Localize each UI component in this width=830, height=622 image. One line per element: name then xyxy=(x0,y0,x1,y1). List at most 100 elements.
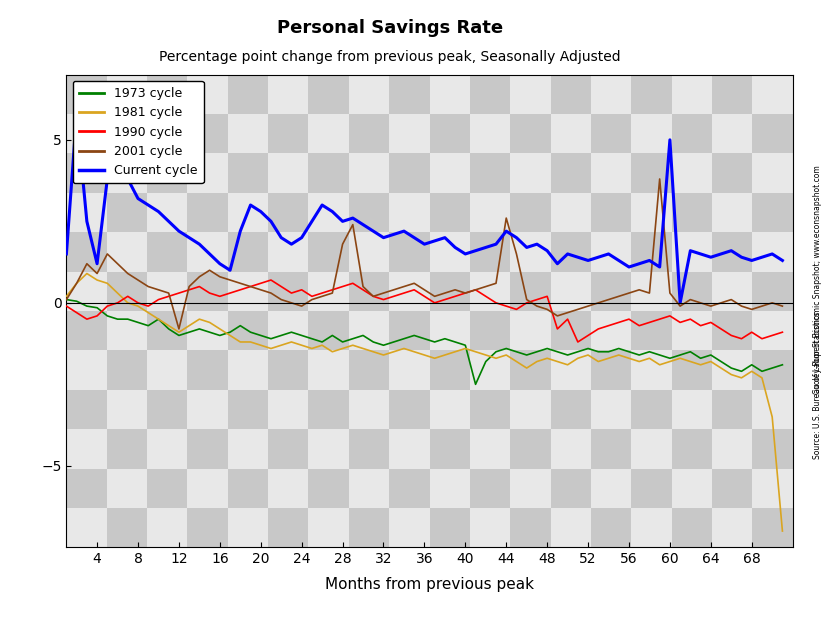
Bar xyxy=(671,193,712,232)
Bar xyxy=(66,350,107,390)
Bar xyxy=(752,75,793,114)
Bar xyxy=(309,311,349,350)
Text: Source: U.S. Bureau of Labor Statistics: Source: U.S. Bureau of Labor Statistics xyxy=(813,312,822,460)
Bar xyxy=(309,232,349,272)
Bar xyxy=(389,468,430,508)
Bar xyxy=(550,468,591,508)
Bar xyxy=(632,272,671,311)
Bar xyxy=(227,35,268,75)
Bar xyxy=(752,154,793,193)
Bar xyxy=(147,232,188,272)
Bar xyxy=(66,311,107,350)
Bar xyxy=(470,390,510,429)
Bar xyxy=(793,350,830,390)
Bar xyxy=(632,350,671,390)
Bar xyxy=(470,311,510,350)
Bar xyxy=(107,508,147,547)
Bar xyxy=(793,272,830,311)
Bar xyxy=(349,390,389,429)
Bar xyxy=(752,232,793,272)
Bar xyxy=(632,75,671,114)
Bar xyxy=(147,350,188,390)
Bar xyxy=(470,350,510,390)
Bar xyxy=(147,468,188,508)
Bar xyxy=(309,272,349,311)
Bar xyxy=(227,429,268,468)
Bar xyxy=(389,272,430,311)
Bar xyxy=(188,232,227,272)
Bar xyxy=(188,390,227,429)
Bar xyxy=(147,193,188,232)
Bar xyxy=(389,154,430,193)
Bar xyxy=(66,390,107,429)
Bar xyxy=(107,390,147,429)
Bar xyxy=(147,311,188,350)
Bar xyxy=(66,429,107,468)
Bar xyxy=(550,390,591,429)
Bar xyxy=(712,350,752,390)
Bar xyxy=(66,272,107,311)
Bar xyxy=(66,508,107,547)
Bar xyxy=(752,390,793,429)
Bar xyxy=(752,350,793,390)
Bar xyxy=(227,468,268,508)
Bar xyxy=(349,75,389,114)
Bar xyxy=(430,75,470,114)
Bar xyxy=(470,232,510,272)
Bar xyxy=(268,468,309,508)
Bar xyxy=(793,193,830,232)
Bar xyxy=(712,232,752,272)
Bar xyxy=(349,272,389,311)
X-axis label: Months from previous peak: Months from previous peak xyxy=(325,577,534,592)
Bar xyxy=(671,311,712,350)
Bar xyxy=(793,35,830,75)
Bar xyxy=(591,390,632,429)
Bar xyxy=(632,193,671,232)
Bar xyxy=(147,114,188,154)
Bar xyxy=(389,114,430,154)
Bar xyxy=(188,311,227,350)
Bar xyxy=(188,75,227,114)
Bar xyxy=(107,429,147,468)
Bar xyxy=(349,35,389,75)
Bar xyxy=(147,154,188,193)
Bar xyxy=(510,350,550,390)
Bar xyxy=(268,193,309,232)
Bar xyxy=(430,154,470,193)
Bar xyxy=(712,272,752,311)
Bar xyxy=(66,114,107,154)
Bar xyxy=(107,272,147,311)
Bar xyxy=(550,193,591,232)
Bar xyxy=(389,311,430,350)
Bar xyxy=(712,468,752,508)
Bar xyxy=(712,75,752,114)
Bar xyxy=(66,232,107,272)
Bar xyxy=(752,114,793,154)
Bar xyxy=(107,350,147,390)
Bar xyxy=(510,114,550,154)
Bar xyxy=(550,35,591,75)
Bar xyxy=(349,311,389,350)
Bar xyxy=(591,232,632,272)
Bar xyxy=(227,154,268,193)
Bar xyxy=(793,232,830,272)
Bar xyxy=(591,311,632,350)
Bar xyxy=(349,508,389,547)
Bar xyxy=(268,232,309,272)
Bar xyxy=(309,154,349,193)
Bar xyxy=(430,311,470,350)
Bar xyxy=(470,468,510,508)
Bar xyxy=(550,311,591,350)
Bar xyxy=(309,429,349,468)
Bar xyxy=(188,508,227,547)
Bar xyxy=(632,154,671,193)
Bar xyxy=(389,508,430,547)
Bar xyxy=(107,468,147,508)
Bar xyxy=(349,350,389,390)
Bar xyxy=(188,154,227,193)
Bar xyxy=(349,429,389,468)
Bar xyxy=(268,390,309,429)
Bar xyxy=(66,193,107,232)
Bar xyxy=(550,350,591,390)
Text: Percentage point change from previous peak, Seasonally Adjusted: Percentage point change from previous pe… xyxy=(159,50,621,64)
